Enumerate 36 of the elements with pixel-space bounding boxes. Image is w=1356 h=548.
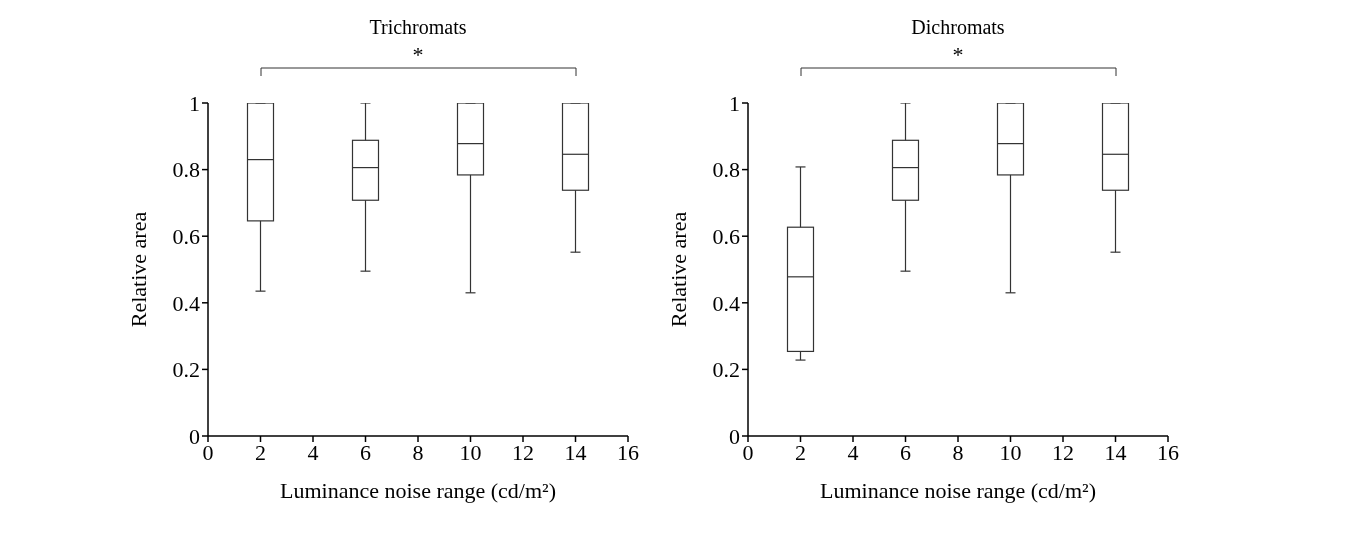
x-tick-label: 16	[617, 439, 639, 465]
y-tick-label: 0.8	[172, 157, 200, 183]
text: *	[411, 42, 425, 68]
x-tick-label: 4	[307, 439, 319, 465]
y-tick-label: 0.6	[172, 224, 200, 250]
y-tick-label: 1	[189, 90, 200, 116]
y-tick-label: 0.8	[712, 157, 740, 183]
x-tick-label: 10	[459, 439, 482, 465]
x-tick-label: 10	[999, 439, 1022, 465]
x-tick-label: 4	[847, 439, 859, 465]
y-tick-label: 0.4	[172, 290, 200, 316]
y-axis-title: Relative area	[665, 211, 691, 328]
x-axis-title: Luminance noise range (cd/m²)	[280, 478, 556, 503]
text: *	[951, 42, 965, 68]
x-tick-label: 14	[1104, 439, 1127, 465]
x-tick-label: 8	[952, 439, 964, 465]
x-tick-label: 2	[795, 439, 806, 465]
y-tick-label: 0.4	[712, 290, 740, 316]
y-tick-label: 1	[729, 90, 740, 116]
x-tick-label: 6	[900, 439, 911, 465]
y-tick-label: 0.6	[712, 224, 740, 250]
x-tick-label: 6	[360, 439, 371, 465]
y-tick-label: 0.2	[172, 357, 200, 383]
y-axis-title: Relative area	[125, 211, 151, 328]
y-tick-label: 0.2	[712, 357, 740, 383]
chart-title: Trichromats	[368, 16, 468, 39]
y-tick-label: 0	[729, 423, 740, 449]
x-axis-title: Luminance noise range (cd/m²)	[820, 478, 1096, 503]
x-tick-label: 12	[512, 439, 534, 465]
x-tick-label: 16	[1157, 439, 1179, 465]
x-tick-label: 8	[412, 439, 424, 465]
chart-title: Dichromats	[910, 16, 1006, 39]
x-tick-label: 12	[1052, 439, 1074, 465]
x-tick-label: 14	[564, 439, 587, 465]
y-tick-label: 0	[189, 423, 200, 449]
x-tick-label: 2	[255, 439, 266, 465]
